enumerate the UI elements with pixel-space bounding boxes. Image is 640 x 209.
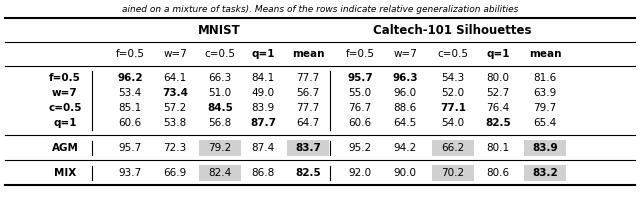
Text: 95.7: 95.7 bbox=[118, 143, 141, 153]
Text: 66.2: 66.2 bbox=[442, 143, 465, 153]
Bar bbox=[199, 165, 241, 181]
Text: mean: mean bbox=[529, 49, 561, 59]
Bar bbox=[524, 140, 566, 156]
Text: 93.7: 93.7 bbox=[118, 168, 141, 178]
Text: 79.7: 79.7 bbox=[533, 103, 557, 113]
Text: 70.2: 70.2 bbox=[442, 168, 465, 178]
Text: mean: mean bbox=[292, 49, 324, 59]
Text: 77.7: 77.7 bbox=[296, 73, 319, 83]
Text: 90.0: 90.0 bbox=[394, 168, 417, 178]
Text: 82.4: 82.4 bbox=[209, 168, 232, 178]
Text: MIX: MIX bbox=[54, 168, 76, 178]
Text: 82.5: 82.5 bbox=[485, 118, 511, 128]
Text: 52.0: 52.0 bbox=[442, 88, 465, 98]
Text: 73.4: 73.4 bbox=[162, 88, 188, 98]
Text: 53.4: 53.4 bbox=[118, 88, 141, 98]
Text: AGM: AGM bbox=[52, 143, 79, 153]
Text: c=0.5: c=0.5 bbox=[438, 49, 468, 59]
Text: 96.2: 96.2 bbox=[117, 73, 143, 83]
Text: 83.9: 83.9 bbox=[252, 103, 275, 113]
Text: f=0.5: f=0.5 bbox=[49, 73, 81, 83]
Text: 83.2: 83.2 bbox=[532, 168, 558, 178]
Text: 64.5: 64.5 bbox=[394, 118, 417, 128]
Text: q=1: q=1 bbox=[486, 49, 509, 59]
Text: 76.7: 76.7 bbox=[348, 103, 372, 113]
Text: 63.9: 63.9 bbox=[533, 88, 557, 98]
Text: 64.7: 64.7 bbox=[296, 118, 319, 128]
Text: q=1: q=1 bbox=[252, 49, 275, 59]
Text: 83.9: 83.9 bbox=[532, 143, 558, 153]
Text: 55.0: 55.0 bbox=[348, 88, 372, 98]
Text: 57.2: 57.2 bbox=[163, 103, 187, 113]
Text: Caltech-101 Silhouettes: Caltech-101 Silhouettes bbox=[373, 23, 532, 37]
Text: 86.8: 86.8 bbox=[252, 168, 275, 178]
Text: 65.4: 65.4 bbox=[533, 118, 557, 128]
Text: f=0.5: f=0.5 bbox=[346, 49, 374, 59]
Text: 51.0: 51.0 bbox=[209, 88, 232, 98]
Text: 80.0: 80.0 bbox=[486, 73, 509, 83]
Text: 54.3: 54.3 bbox=[442, 73, 465, 83]
Text: 84.1: 84.1 bbox=[252, 73, 275, 83]
Text: 72.3: 72.3 bbox=[163, 143, 187, 153]
Text: 53.8: 53.8 bbox=[163, 118, 187, 128]
Bar bbox=[287, 140, 329, 156]
Text: 56.8: 56.8 bbox=[209, 118, 232, 128]
Text: 95.2: 95.2 bbox=[348, 143, 372, 153]
Text: 77.1: 77.1 bbox=[440, 103, 466, 113]
Text: w=7: w=7 bbox=[163, 49, 187, 59]
Text: 81.6: 81.6 bbox=[533, 73, 557, 83]
Bar bbox=[524, 165, 566, 181]
Text: 76.4: 76.4 bbox=[486, 103, 509, 113]
Text: 87.4: 87.4 bbox=[252, 143, 275, 153]
Text: 87.7: 87.7 bbox=[250, 118, 276, 128]
Text: 92.0: 92.0 bbox=[348, 168, 372, 178]
Text: 56.7: 56.7 bbox=[296, 88, 319, 98]
Text: q=1: q=1 bbox=[53, 118, 77, 128]
Text: 80.1: 80.1 bbox=[486, 143, 509, 153]
Text: w=7: w=7 bbox=[52, 88, 78, 98]
Text: 60.6: 60.6 bbox=[348, 118, 372, 128]
Text: 94.2: 94.2 bbox=[394, 143, 417, 153]
Text: 80.6: 80.6 bbox=[486, 168, 509, 178]
Text: f=0.5: f=0.5 bbox=[115, 49, 145, 59]
Text: 79.2: 79.2 bbox=[209, 143, 232, 153]
Bar bbox=[432, 165, 474, 181]
Bar bbox=[432, 140, 474, 156]
Text: ained on a mixture of tasks). Means of the rows indicate relative generalization: ained on a mixture of tasks). Means of t… bbox=[122, 5, 518, 14]
Text: 64.1: 64.1 bbox=[163, 73, 187, 83]
Text: 77.7: 77.7 bbox=[296, 103, 319, 113]
Text: 82.5: 82.5 bbox=[295, 168, 321, 178]
Text: 49.0: 49.0 bbox=[252, 88, 275, 98]
Text: 84.5: 84.5 bbox=[207, 103, 233, 113]
Text: c=0.5: c=0.5 bbox=[48, 103, 82, 113]
Text: w=7: w=7 bbox=[393, 49, 417, 59]
Text: c=0.5: c=0.5 bbox=[205, 49, 236, 59]
Text: 85.1: 85.1 bbox=[118, 103, 141, 113]
Text: 66.3: 66.3 bbox=[209, 73, 232, 83]
Text: 96.3: 96.3 bbox=[392, 73, 418, 83]
Text: 88.6: 88.6 bbox=[394, 103, 417, 113]
Bar bbox=[199, 140, 241, 156]
Text: 52.7: 52.7 bbox=[486, 88, 509, 98]
Text: 66.9: 66.9 bbox=[163, 168, 187, 178]
Text: MNIST: MNIST bbox=[198, 23, 241, 37]
Text: 95.7: 95.7 bbox=[347, 73, 373, 83]
Text: 96.0: 96.0 bbox=[394, 88, 417, 98]
Text: 54.0: 54.0 bbox=[442, 118, 465, 128]
Text: 83.7: 83.7 bbox=[295, 143, 321, 153]
Text: 60.6: 60.6 bbox=[118, 118, 141, 128]
